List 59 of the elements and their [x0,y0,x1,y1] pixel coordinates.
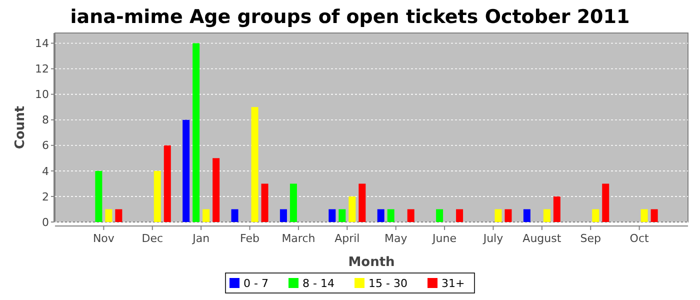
bar [650,209,658,222]
bar [290,184,297,222]
x-tick-label: Oct [630,232,650,245]
bar [328,209,336,222]
bar [592,209,600,222]
bar [105,209,112,222]
y-tick-label: 2 [42,190,49,204]
x-tick-label: June [432,232,457,245]
legend-label: 8 - 14 [302,277,334,290]
chart-title: iana-mime Age groups of open tickets October 2011 [70,6,630,28]
x-tick-label: May [384,232,408,245]
bar [212,158,220,222]
x-tick-label: Nov [92,232,115,245]
bar [407,209,414,222]
legend-label: 0 - 7 [244,277,268,290]
bar [154,170,161,222]
x-tick-label: August [522,232,562,245]
y-tick-label: 6 [42,139,49,152]
bar [523,209,530,222]
bar [377,209,384,222]
bar [202,209,210,222]
bar [192,43,200,222]
bar [543,209,550,222]
bar [456,209,464,222]
bar [387,209,394,222]
y-tick-label: 14 [35,37,49,50]
x-tick-label: March [282,232,316,245]
bar [338,209,346,222]
bar [261,184,268,222]
y-tick-label: 0 [42,216,49,229]
x-tick-label: Jan [192,232,210,245]
bar [602,184,610,222]
legend-label: 31+ [442,277,465,290]
x-tick-label: Dec [142,232,164,245]
x-tick-label: July [482,232,504,245]
y-tick-label: 12 [35,62,49,76]
y-tick-label: 10 [35,88,49,102]
bar [348,196,356,222]
x-tick-label: Feb [240,232,260,245]
bar [436,209,444,222]
bar [358,184,366,222]
bar [494,209,502,222]
y-tick-label: 4 [42,164,49,178]
y-tick-label: 8 [42,114,49,127]
bar [182,120,190,222]
bar [231,209,238,222]
bar [280,209,287,222]
x-tick-label: April [334,232,360,245]
x-tick-label: Sep [580,232,601,245]
bar [95,170,102,222]
bar [251,107,258,222]
y-axis-title: Count [13,106,28,150]
x-axis-title: Month [348,255,395,270]
bar [553,196,560,222]
legend-label: 15 - 30 [368,277,408,290]
bar [640,209,648,222]
bar [164,145,171,222]
bar [115,209,122,222]
bar [504,209,512,222]
